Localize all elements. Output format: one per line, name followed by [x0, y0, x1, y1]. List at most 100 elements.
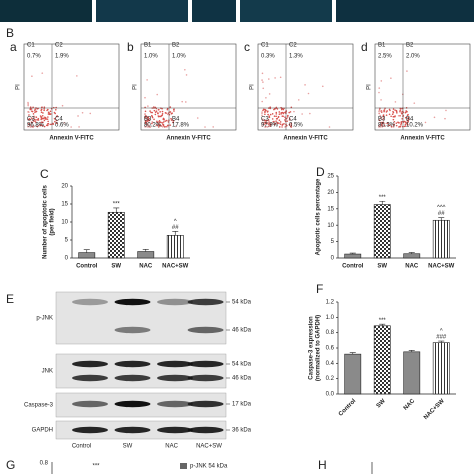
event-dot	[163, 126, 166, 128]
event-dot	[382, 115, 385, 118]
event-dot	[46, 109, 48, 112]
event-dot	[184, 101, 187, 103]
event-dot	[45, 124, 48, 127]
event-dot	[55, 115, 58, 118]
event-dot	[383, 122, 386, 125]
event-dot	[392, 111, 395, 114]
blot-band	[114, 298, 151, 306]
error-bar	[113, 207, 120, 213]
event-dot	[53, 111, 56, 114]
event-dot	[146, 79, 148, 81]
significance: ##	[438, 211, 445, 217]
y-tick-label: 20	[61, 184, 68, 190]
panel-letter: B	[6, 26, 14, 40]
quadrant-percent: 1.9%	[55, 54, 69, 60]
event-dot	[155, 110, 158, 112]
event-dot	[399, 115, 401, 117]
event-dot	[76, 75, 78, 77]
axis-title: Annexin V-FITC	[283, 136, 328, 142]
event-dot	[172, 121, 174, 124]
event-dot	[35, 121, 37, 124]
event-dot	[278, 122, 280, 125]
y-tick-label: 0.8	[40, 461, 49, 467]
event-dot	[151, 122, 153, 125]
quadrant-name: C2	[289, 43, 297, 49]
bar	[432, 342, 450, 395]
event-dot	[269, 123, 272, 125]
event-dot	[31, 118, 34, 120]
event-dot	[404, 123, 407, 126]
event-dot	[274, 77, 276, 79]
quadrant-percent: 1.0%	[144, 54, 158, 60]
event-dot	[264, 126, 266, 128]
event-dot	[265, 120, 268, 122]
event-dot	[31, 126, 33, 128]
event-dot	[290, 106, 293, 109]
event-dot	[393, 115, 395, 118]
significance: ***	[113, 202, 121, 208]
event-dot	[41, 114, 44, 117]
axis-title: PI	[133, 84, 139, 90]
event-dot	[407, 116, 410, 119]
panel-letter: b	[127, 40, 134, 54]
event-dot	[267, 119, 269, 122]
event-dot	[403, 125, 406, 128]
quadrant-percent: 80.2%	[144, 123, 162, 129]
event-dot	[29, 125, 32, 128]
event-dot	[290, 122, 293, 125]
event-dot	[268, 121, 270, 123]
quadrant-name: C3	[261, 117, 269, 123]
quadrant-percent: 2.0%	[406, 54, 420, 60]
event-dot	[268, 78, 270, 80]
event-dot	[399, 110, 401, 113]
event-dot	[379, 121, 381, 124]
event-dot	[288, 123, 291, 126]
event-dot	[261, 100, 263, 103]
event-dot	[384, 107, 386, 110]
event-dot	[284, 111, 286, 114]
event-dot	[304, 84, 306, 86]
event-dot	[81, 111, 84, 114]
event-dot	[173, 108, 175, 110]
y-tick-label: 10	[61, 220, 68, 226]
event-dot	[264, 122, 267, 125]
event-dot	[27, 125, 29, 128]
blot-row-label: GAPDH	[32, 428, 53, 434]
event-dot	[153, 106, 155, 108]
event-dot	[413, 102, 416, 104]
event-dot	[275, 118, 278, 120]
quadrant-name: C2	[55, 43, 63, 49]
event-dot	[162, 121, 165, 123]
quadrant-name: B3	[144, 117, 152, 123]
blot-band	[187, 400, 224, 408]
event-dot	[30, 110, 33, 112]
error-bar	[349, 352, 356, 355]
x-tick-label: NAC	[139, 264, 153, 270]
event-dot	[53, 117, 56, 120]
event-dot	[387, 124, 390, 127]
legend-swatch	[180, 463, 187, 469]
event-dot	[38, 124, 40, 127]
panel-letter: D	[316, 165, 325, 179]
event-dot	[185, 74, 188, 76]
event-dot	[63, 122, 65, 124]
event-dot	[289, 111, 292, 113]
event-dot	[444, 117, 446, 120]
event-dot	[166, 125, 169, 128]
significance: ^	[174, 219, 177, 225]
event-dot	[164, 120, 167, 122]
event-dot	[29, 108, 32, 111]
event-dot	[278, 119, 281, 121]
blot-band	[157, 374, 193, 382]
blot-band	[114, 360, 151, 368]
blot-band	[187, 298, 224, 306]
event-dot	[393, 120, 396, 123]
y-axis-title: Number of apoptotic cells	[43, 185, 49, 259]
blot-band	[157, 298, 193, 306]
event-dot	[406, 70, 408, 72]
blot-row-label: Caspase-3	[24, 403, 54, 409]
error-bar	[408, 252, 415, 254]
event-dot	[392, 126, 395, 128]
event-dot	[277, 116, 280, 119]
event-dot	[32, 106, 34, 109]
